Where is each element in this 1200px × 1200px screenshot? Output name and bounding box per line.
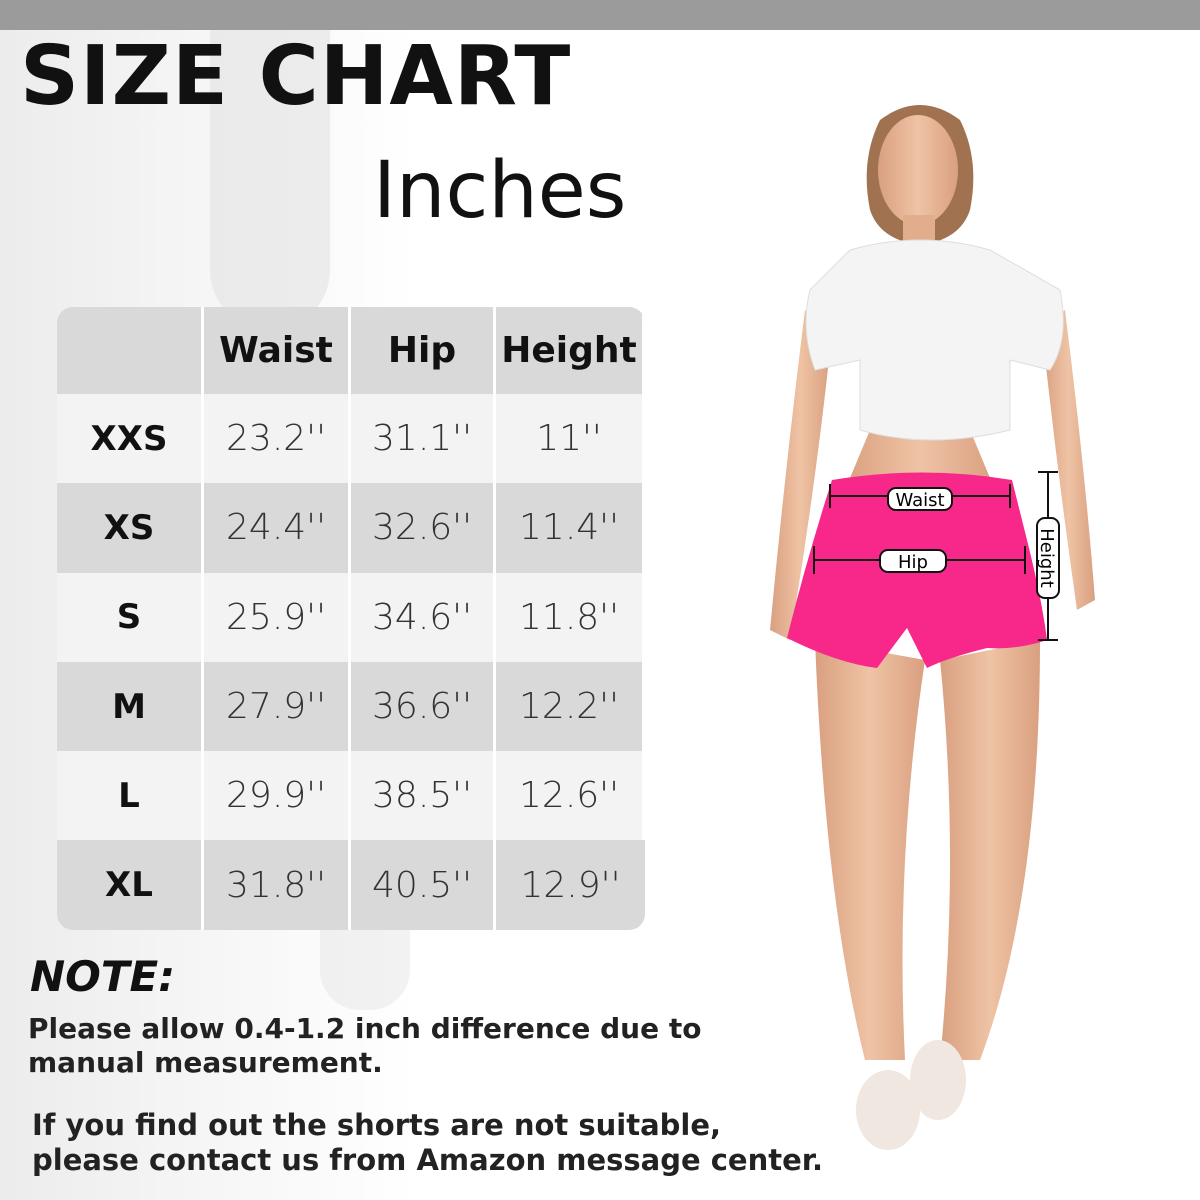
hip-label: Hip bbox=[898, 552, 928, 573]
height-value: 12.6'' bbox=[496, 751, 645, 841]
waist-value: 23.2'' bbox=[204, 394, 351, 484]
size-label: M bbox=[57, 661, 204, 752]
waist-value: 31.8'' bbox=[204, 840, 351, 930]
hip-value: 34.6'' bbox=[351, 572, 496, 662]
waist-value: 27.9'' bbox=[204, 661, 351, 752]
header-cell bbox=[57, 307, 204, 394]
header-height: Height bbox=[496, 307, 645, 394]
height-value: 11.8'' bbox=[496, 572, 645, 662]
hip-value: 36.6'' bbox=[351, 661, 496, 752]
height-value: 12.2'' bbox=[496, 661, 645, 752]
unit-label: Inches bbox=[373, 146, 627, 236]
note-text: If you find out the shorts are not suita… bbox=[32, 1108, 823, 1177]
note-text: Please allow 0.4-1.2 inch difference due… bbox=[28, 1012, 702, 1079]
hip-value: 38.5'' bbox=[351, 751, 496, 841]
size-table: Waist Hip Height XXS 23.2'' 31.1'' 11'' XS 24… bbox=[57, 307, 645, 930]
page-title: SIZE CHART bbox=[20, 29, 572, 124]
waist-label: Waist bbox=[895, 490, 944, 511]
size-label: L bbox=[57, 751, 204, 841]
height-value: 12.9'' bbox=[496, 840, 645, 930]
note-title: NOTE: bbox=[30, 952, 175, 1001]
hip-measure bbox=[813, 546, 1026, 574]
waist-measure bbox=[829, 484, 1011, 511]
hip-value: 31.1'' bbox=[351, 394, 496, 484]
waist-value: 24.4'' bbox=[204, 483, 351, 573]
height-measure bbox=[1036, 471, 1060, 641]
size-label: S bbox=[57, 572, 204, 662]
size-label: XXS bbox=[57, 394, 204, 484]
hip-value: 32.6'' bbox=[351, 483, 496, 573]
height-label: Height bbox=[1036, 528, 1057, 588]
header-waist: Waist bbox=[204, 307, 351, 394]
header-hip: Hip bbox=[351, 307, 496, 394]
size-label: XS bbox=[57, 483, 204, 573]
model-body bbox=[770, 105, 1095, 1150]
white-crop-top bbox=[805, 239, 1064, 441]
waist-value: 25.9'' bbox=[204, 572, 351, 662]
top-bar bbox=[0, 0, 1200, 30]
hip-value: 40.5'' bbox=[351, 840, 496, 930]
background-silhouette bbox=[210, 30, 330, 330]
model-figure: Waist Hip Height bbox=[770, 105, 1095, 1150]
size-label: XL bbox=[57, 840, 204, 930]
height-value: 11.4'' bbox=[496, 483, 645, 573]
waist-value: 29.9'' bbox=[204, 751, 351, 841]
height-value: 11'' bbox=[496, 394, 645, 484]
